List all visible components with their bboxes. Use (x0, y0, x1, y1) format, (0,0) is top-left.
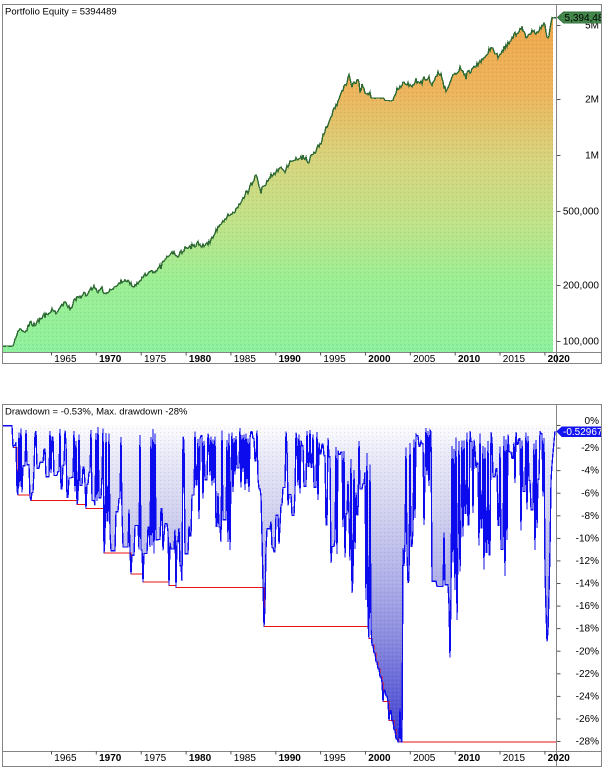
svg-text:-8%: -8% (581, 511, 599, 522)
svg-text:1990: 1990 (279, 354, 302, 365)
svg-text:-6%: -6% (581, 488, 599, 499)
svg-text:-2%: -2% (581, 443, 599, 454)
svg-text:1M: 1M (585, 151, 599, 162)
svg-text:2015: 2015 (503, 354, 526, 365)
svg-text:500,000: 500,000 (563, 207, 600, 218)
svg-text:2005: 2005 (413, 354, 436, 365)
svg-text:100,000: 100,000 (563, 337, 600, 348)
svg-text:-4%: -4% (581, 466, 599, 477)
svg-text:0%: 0% (585, 416, 600, 427)
svg-text:1990: 1990 (279, 753, 302, 764)
svg-text:-24%: -24% (576, 692, 599, 703)
svg-text:-26%: -26% (576, 714, 599, 725)
svg-text:1980: 1980 (189, 753, 212, 764)
svg-text:-28%: -28% (576, 737, 599, 748)
svg-text:2010: 2010 (458, 354, 481, 365)
svg-text:Portfolio Equity = 5394489: Portfolio Equity = 5394489 (5, 7, 117, 18)
svg-text:-10%: -10% (576, 534, 599, 545)
svg-text:-20%: -20% (576, 646, 599, 657)
svg-text:2020: 2020 (548, 354, 571, 365)
svg-text:1965: 1965 (54, 354, 77, 365)
svg-text:1985: 1985 (234, 753, 257, 764)
svg-text:2010: 2010 (458, 753, 481, 764)
svg-text:1970: 1970 (99, 753, 122, 764)
svg-text:2M: 2M (585, 95, 599, 106)
svg-text:1975: 1975 (144, 354, 167, 365)
svg-text:Drawdown = -0.53%, Max. drawdo: Drawdown = -0.53%, Max. drawdown -28% (5, 407, 188, 418)
svg-text:1965: 1965 (54, 753, 77, 764)
svg-text:1975: 1975 (144, 753, 167, 764)
svg-text:-22%: -22% (576, 669, 599, 680)
svg-text:2020: 2020 (548, 753, 571, 764)
svg-text:-12%: -12% (576, 556, 599, 567)
svg-text:200,000: 200,000 (563, 281, 600, 292)
svg-text:-14%: -14% (576, 579, 599, 590)
svg-text:1995: 1995 (323, 753, 346, 764)
svg-text:1985: 1985 (234, 354, 257, 365)
svg-text:-16%: -16% (576, 601, 599, 612)
svg-text:2000: 2000 (368, 354, 391, 365)
svg-text:-18%: -18% (576, 624, 599, 635)
svg-text:2005: 2005 (413, 753, 436, 764)
svg-text:1970: 1970 (99, 354, 122, 365)
svg-text:1980: 1980 (189, 354, 212, 365)
svg-text:-0.52967: -0.52967 (563, 427, 603, 438)
svg-text:2015: 2015 (503, 753, 526, 764)
svg-text:1995: 1995 (323, 354, 346, 365)
svg-text:2000: 2000 (368, 753, 391, 764)
